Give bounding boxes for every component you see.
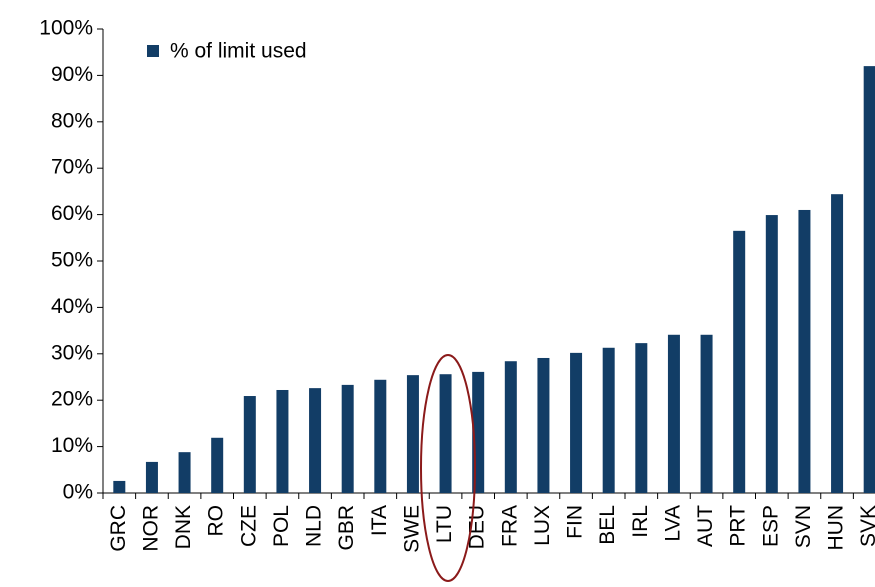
x-tick-label: CZE: [237, 505, 260, 547]
y-tick-label: 80%: [51, 109, 93, 132]
bar: [863, 66, 875, 494]
bar: [439, 374, 452, 493]
bar: [113, 480, 126, 493]
x-tick-label: ESP: [759, 505, 782, 547]
x-tick-label: DNK: [172, 505, 195, 549]
x-tick-label: RO: [205, 505, 228, 537]
x-tick-label: NLD: [303, 505, 326, 547]
y-tick-label: 90%: [51, 63, 93, 86]
y-tick-label: 40%: [51, 295, 93, 318]
bar: [178, 452, 191, 493]
y-tick-label: 70%: [51, 156, 93, 179]
y-tick-label: 10%: [51, 434, 93, 457]
bar: [145, 461, 158, 493]
x-tick-label: ITA: [368, 505, 391, 536]
x-tick-label: FIN: [564, 505, 587, 539]
x-tick-label: FRA: [498, 505, 521, 547]
x-tick-label: SVN: [792, 505, 815, 548]
bar: [602, 347, 615, 493]
bar: [798, 209, 811, 493]
x-tick-label: SWE: [400, 505, 423, 553]
bar: [341, 384, 354, 493]
y-tick-label: 20%: [51, 388, 93, 411]
x-tick-label: PRT: [727, 505, 750, 547]
legend-label: % of limit used: [170, 40, 307, 63]
x-tick-label: GBR: [335, 505, 358, 551]
x-tick-label: GRC: [107, 505, 130, 552]
x-tick-label: LUX: [531, 505, 554, 546]
bar: [406, 375, 419, 493]
bar: [700, 334, 713, 493]
bar: [374, 379, 387, 493]
x-tick-label: IRL: [629, 505, 652, 538]
x-tick-label: LTU: [433, 505, 456, 543]
bar: [667, 334, 680, 493]
x-tick-label: HUN: [825, 505, 848, 551]
y-tick-label: 60%: [51, 202, 93, 225]
y-tick-label: 50%: [51, 249, 93, 272]
x-tick-label: BEL: [596, 505, 619, 545]
bar: [276, 389, 289, 493]
bar: [831, 194, 844, 493]
x-tick-label: SVK: [857, 505, 875, 547]
y-tick-label: 100%: [39, 17, 93, 40]
bar: [211, 437, 224, 493]
bar: [765, 215, 778, 493]
bar: [504, 361, 517, 493]
bar: [570, 352, 583, 493]
bar: [733, 230, 746, 493]
x-tick-label: AUT: [694, 505, 717, 547]
bar: [635, 343, 648, 493]
x-tick-label: NOR: [139, 505, 162, 552]
legend-marker: [147, 45, 159, 57]
x-tick-label: DEU: [466, 505, 489, 549]
bar: [309, 388, 322, 493]
x-tick-label: POL: [270, 505, 293, 547]
y-tick-label: 0%: [63, 481, 93, 504]
x-tick-label: LVA: [661, 505, 684, 542]
y-tick-label: 30%: [51, 341, 93, 364]
bar: [537, 357, 550, 493]
bar: [243, 396, 256, 493]
highlight-ellipse: [420, 354, 476, 582]
